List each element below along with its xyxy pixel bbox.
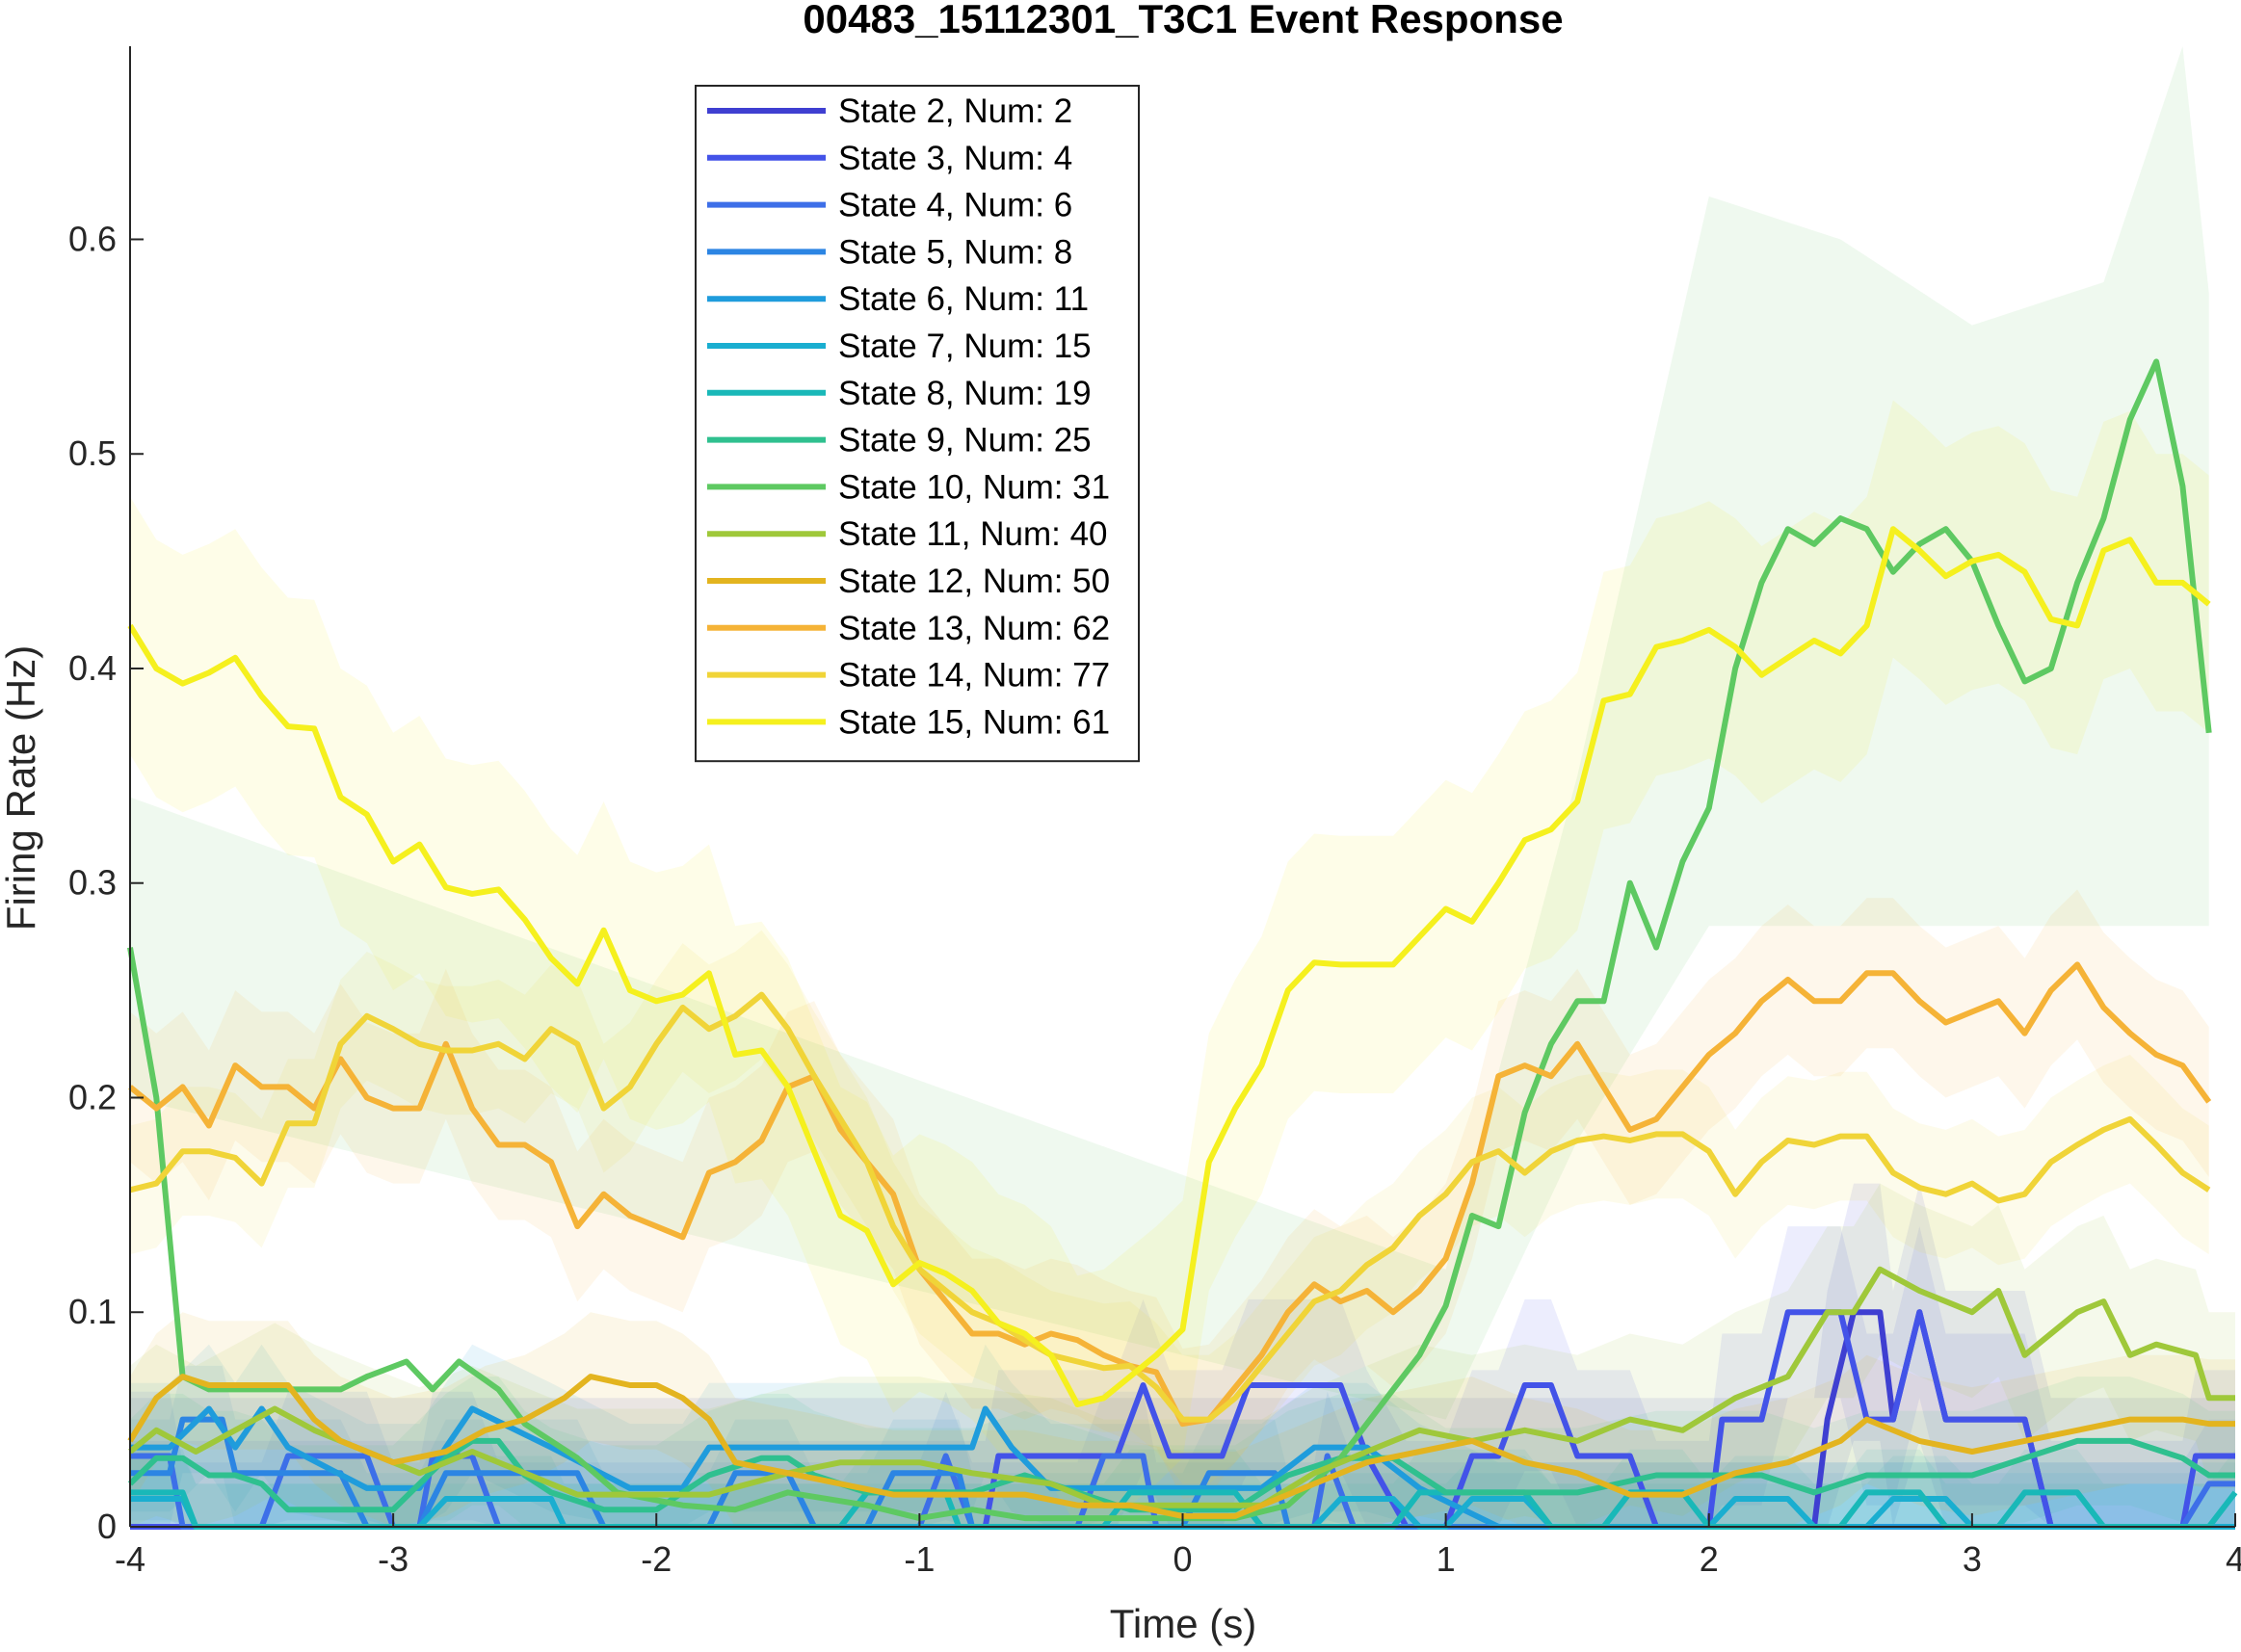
legend-entry-5: State 6, Num: 11 (838, 280, 1089, 318)
series-line-13 (129, 991, 2211, 1423)
error-band-12 (130, 889, 2209, 1499)
y-tick-label: 0.1 (68, 1292, 117, 1331)
error-band-10 (130, 1183, 2235, 1527)
series-line-14 (127, 526, 2211, 1407)
legend-entry-1: State 2, Num: 2 (838, 92, 1072, 130)
legend-entry-4: State 5, Num: 8 (838, 233, 1072, 271)
y-axis-label: Firing Rate (Hz) (0, 645, 43, 931)
x-tick-label: 3 (1963, 1539, 1982, 1579)
x-axis-label: Time (s) (1110, 1601, 1256, 1646)
legend-entry-12: State 13, Num: 62 (838, 610, 1110, 647)
series-line-10 (128, 1266, 2235, 1508)
x-tick-label: -2 (641, 1539, 672, 1579)
y-tick-label: 0.5 (68, 433, 117, 473)
x-tick-label: -1 (904, 1539, 935, 1579)
legend-entry-9: State 10, Num: 31 (838, 468, 1110, 506)
series-line-6 (130, 1496, 2235, 1530)
legend-box (695, 85, 1140, 763)
legend-entry-11: State 12, Num: 50 (838, 563, 1110, 600)
legend-entry-3: State 4, Num: 6 (838, 187, 1072, 224)
error-band-1 (130, 1183, 2235, 1527)
legend-entry-14: State 15, Num: 61 (838, 703, 1110, 741)
x-tick-label: 2 (1700, 1539, 1719, 1579)
x-tick-label: -4 (115, 1539, 145, 1579)
error-band-9 (130, 46, 2209, 1420)
legend-entry-6: State 7, Num: 15 (838, 328, 1092, 365)
legend-entry-13: State 14, Num: 77 (838, 657, 1110, 695)
legend-entry-2: State 3, Num: 4 (838, 140, 1072, 177)
x-tick-label: 0 (1173, 1539, 1192, 1579)
y-tick-label: 0 (97, 1507, 117, 1546)
axes-layer: -4 -3 -2 -1 0 1 2 3 4 0 0.1 0.2 0.3 0.4 0.5 0.6 (68, 46, 2241, 1579)
series-line-11 (127, 1374, 2235, 1519)
series-line-12 (128, 961, 2212, 1428)
x-tick-label: -3 (378, 1539, 409, 1579)
series-line-2 (130, 1309, 2235, 1530)
series-lines-layer (127, 358, 2238, 1530)
series-line-5 (130, 1405, 2235, 1530)
y-tick-label: 0.3 (68, 863, 117, 903)
error-band-2 (130, 1226, 2235, 1527)
error-band-14 (130, 400, 2209, 1527)
series-line-9 (127, 358, 2212, 1522)
y-tick-label: 0.4 (68, 648, 117, 688)
chart-title: 00483_15112301_T3C1 Event Response (803, 0, 1563, 41)
legend-entry-10: State 11, Num: 40 (838, 515, 1108, 553)
legend-entry-8: State 9, Num: 25 (838, 422, 1092, 459)
y-tick-label: 0.2 (68, 1077, 117, 1116)
x-tick-label: 4 (2226, 1539, 2241, 1579)
y-tick-label: 0.6 (68, 219, 117, 258)
legend-entry-7: State 8, Num: 19 (838, 375, 1092, 412)
legend: State 2, Num: 2 State 3, Num: 4 State 4, N… (695, 85, 1140, 763)
series-line-8 (127, 1437, 2235, 1513)
error-band-13 (130, 930, 2209, 1484)
x-tick-label: 1 (1437, 1539, 1456, 1579)
